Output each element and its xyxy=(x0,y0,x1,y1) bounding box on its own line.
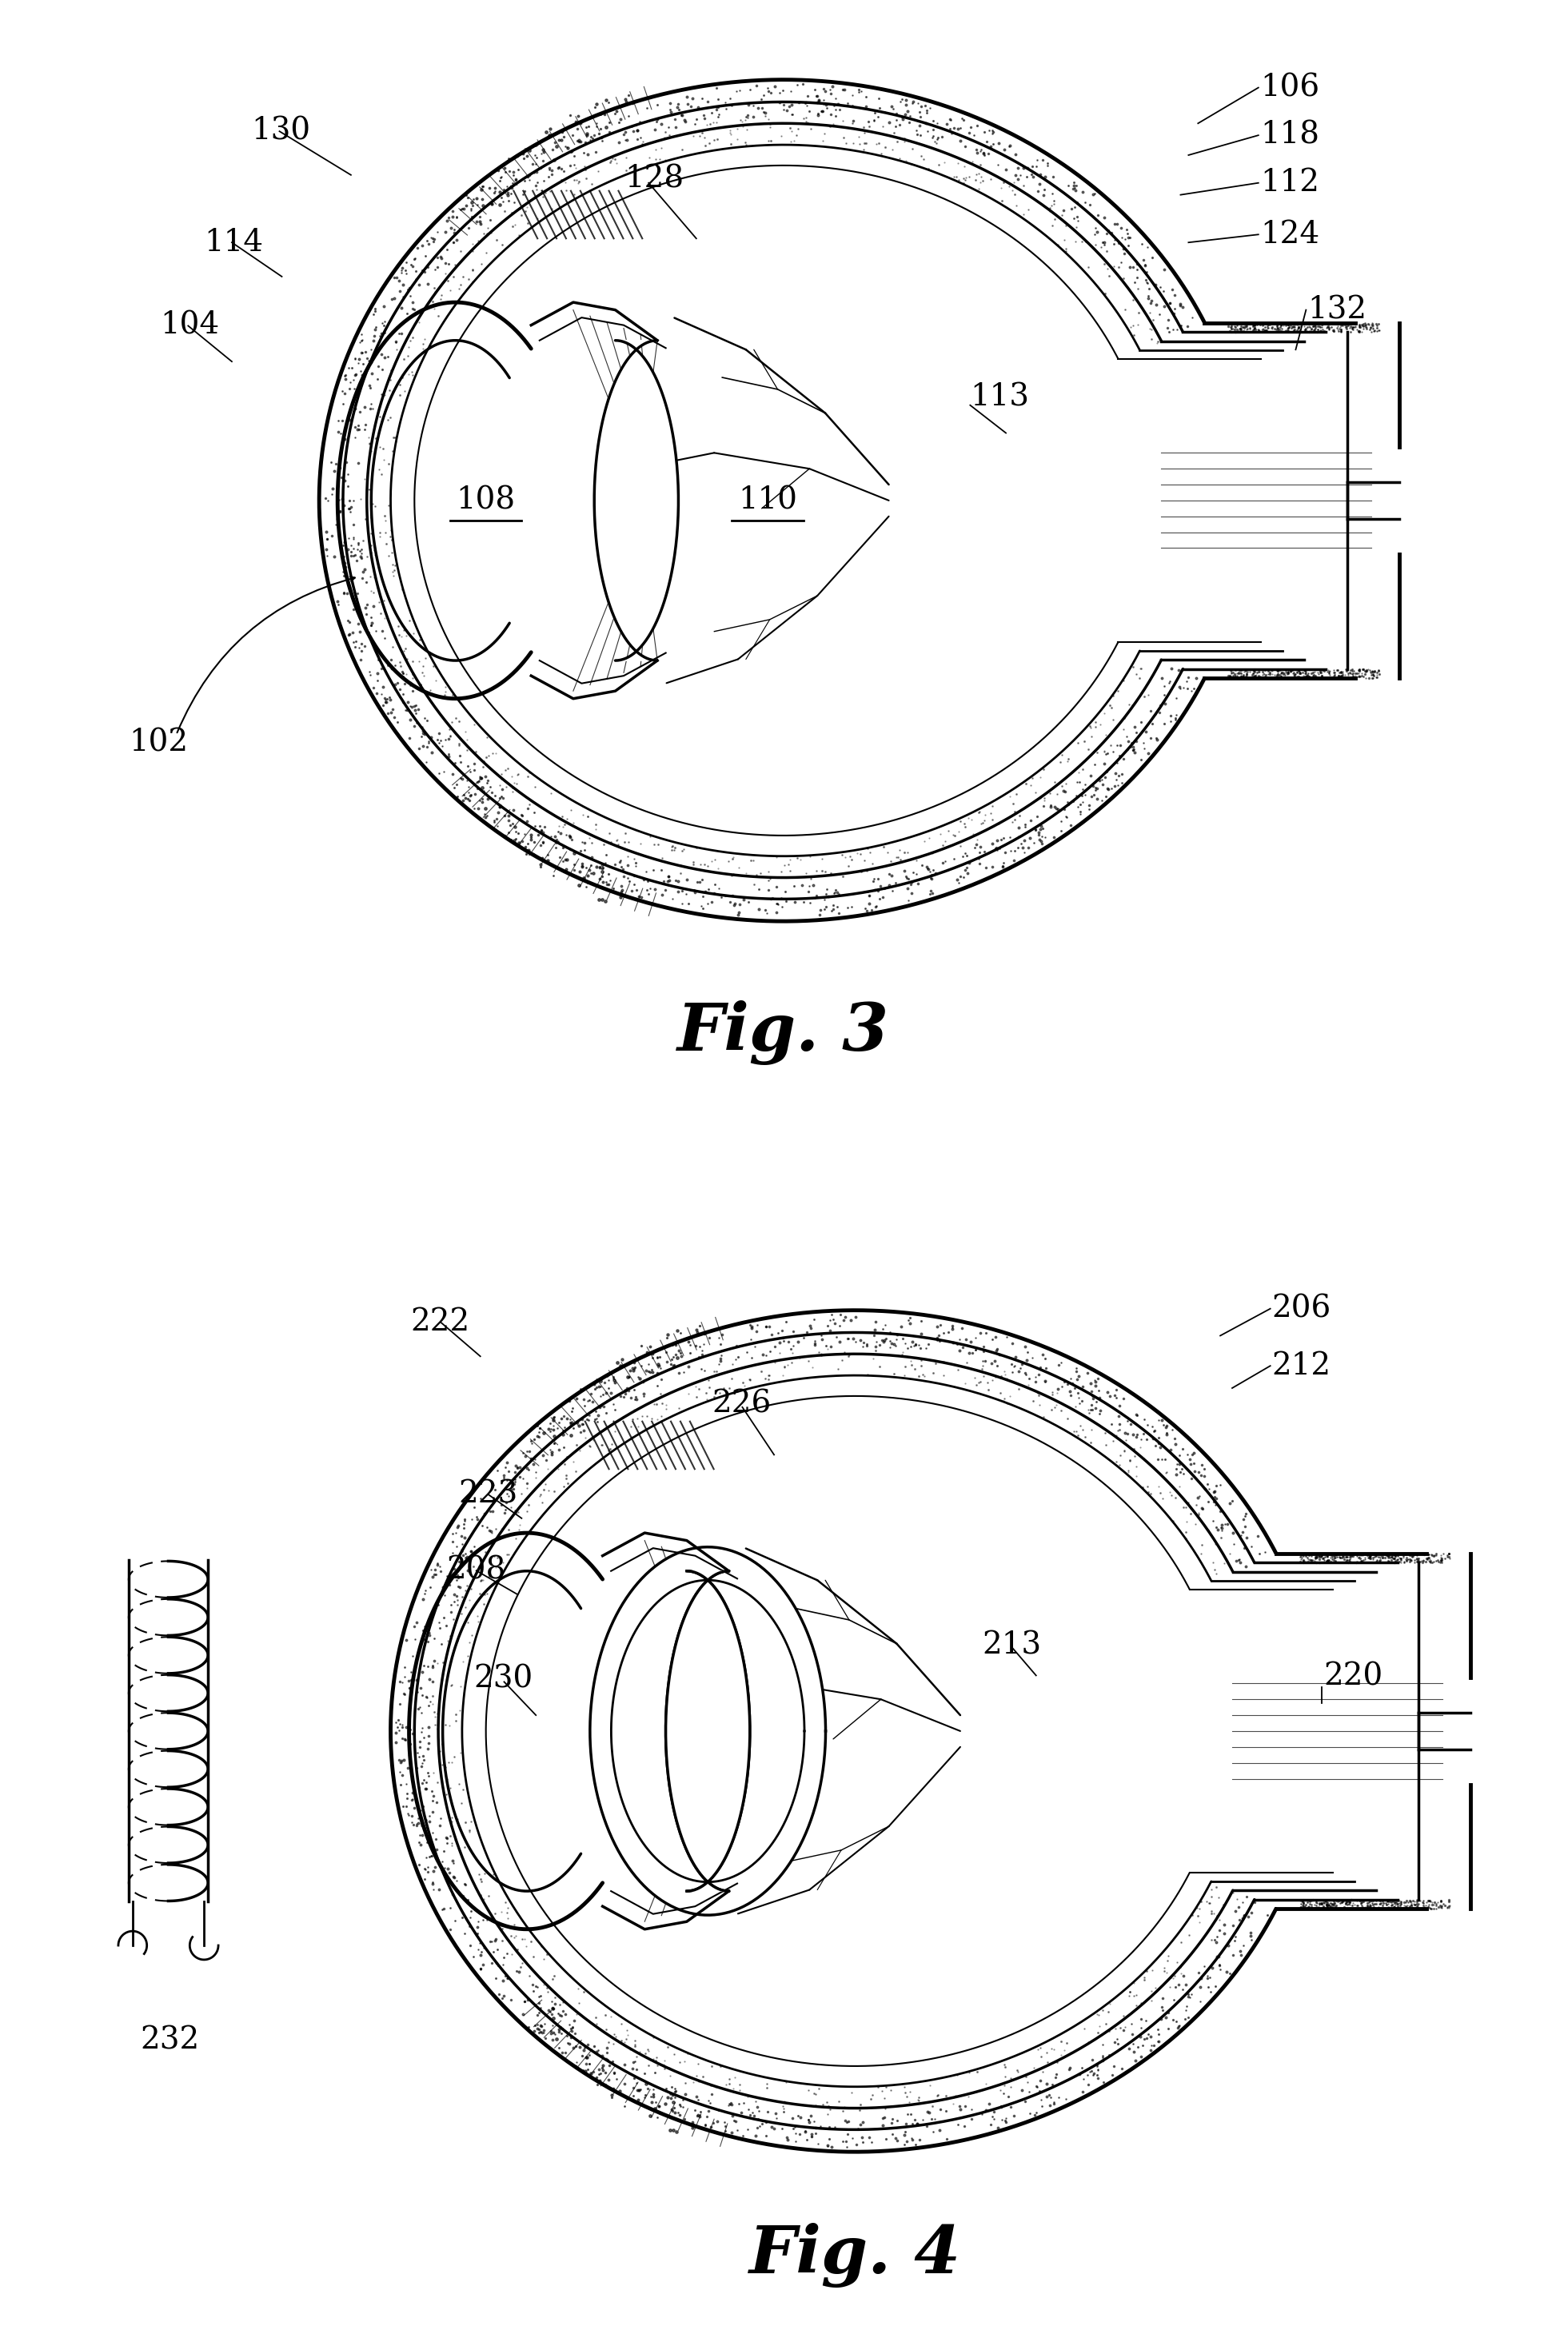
Text: 104: 104 xyxy=(160,312,220,340)
Text: 128: 128 xyxy=(624,165,684,193)
Text: 102: 102 xyxy=(129,728,188,758)
Text: 213: 213 xyxy=(982,1631,1041,1661)
Text: 114: 114 xyxy=(204,228,263,258)
Text: 222: 222 xyxy=(411,1307,470,1337)
Text: 220: 220 xyxy=(1323,1663,1383,1691)
Polygon shape xyxy=(666,1570,750,1891)
Text: 110: 110 xyxy=(739,486,797,516)
Text: 108: 108 xyxy=(456,486,516,516)
Text: 226: 226 xyxy=(712,1389,771,1419)
Text: 132: 132 xyxy=(1308,295,1367,326)
Text: 124: 124 xyxy=(1261,219,1319,249)
Text: 230: 230 xyxy=(474,1665,533,1693)
Text: 112: 112 xyxy=(1261,167,1319,198)
Text: 130: 130 xyxy=(252,116,310,147)
Text: 212: 212 xyxy=(1272,1351,1331,1382)
Polygon shape xyxy=(594,340,679,661)
Text: 106: 106 xyxy=(1261,72,1319,102)
Text: 232: 232 xyxy=(141,2026,199,2056)
Text: 223: 223 xyxy=(458,1479,517,1510)
Polygon shape xyxy=(590,1547,826,1914)
Text: Fig. 3: Fig. 3 xyxy=(677,1000,889,1065)
Text: Fig. 4: Fig. 4 xyxy=(750,2224,961,2286)
Text: 206: 206 xyxy=(1272,1293,1331,1323)
Polygon shape xyxy=(666,1570,750,1891)
Text: 208: 208 xyxy=(447,1556,505,1586)
Text: 118: 118 xyxy=(1261,121,1319,151)
Text: 113: 113 xyxy=(971,381,1029,412)
